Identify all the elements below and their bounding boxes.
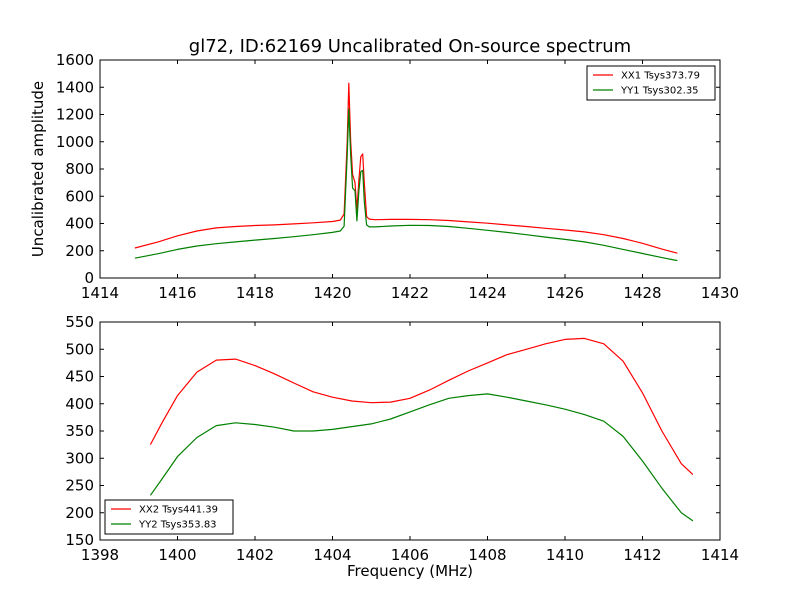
y-tick-label: 400 xyxy=(65,215,94,233)
x-tick-label: 1398 xyxy=(81,546,119,564)
legend-entry-label: YY2 Tsys353.83 xyxy=(138,520,217,531)
top-spectrum-panel: 1414 1416 1418 1420 1422 1424 1426 1428 1430 0 200… xyxy=(29,36,739,302)
y-tick-label: 1400 xyxy=(56,78,94,96)
y-tick-label: 450 xyxy=(65,368,94,386)
legend-entry-label: XX1 Tsys373.79 xyxy=(621,71,700,82)
x-tick-label: 1430 xyxy=(701,284,739,302)
x-tick-label: 1424 xyxy=(468,284,506,302)
x-tick-label: 1402 xyxy=(236,546,274,564)
series-line-yy1-tsys302-35 xyxy=(134,108,678,262)
y-tick-label: 1200 xyxy=(56,106,94,124)
bottom-spectrum-panel: 1398 1400 1402 1404 1406 1408 1410 1412 1414 150 2… xyxy=(65,313,739,580)
y-tick-label: 200 xyxy=(65,242,94,260)
x-tick-label: 1426 xyxy=(546,284,584,302)
x-tick-label: 1422 xyxy=(391,284,429,302)
legend: XX1 Tsys373.79 YY1 Tsys302.35 xyxy=(586,65,716,101)
x-tick-label: 1418 xyxy=(236,284,274,302)
y-tick-label: 1000 xyxy=(56,133,94,151)
y-tick-label: 800 xyxy=(65,160,94,178)
x-tick-label: 1414 xyxy=(81,284,119,302)
x-axis-label: Frequency (MHz) xyxy=(347,562,473,580)
y-tick-label: 600 xyxy=(65,187,94,205)
x-tick-label: 1412 xyxy=(623,546,661,564)
x-tick-label: 1404 xyxy=(313,546,351,564)
y-tick-label: 550 xyxy=(65,313,94,331)
series-line-xx1-tsys373-79 xyxy=(134,82,678,254)
x-tick-label: 1410 xyxy=(546,546,584,564)
series-group xyxy=(149,337,694,522)
x-tick-label: 1416 xyxy=(158,284,196,302)
x-tick-label: 1406 xyxy=(391,546,429,564)
chart-title: gl72, ID:62169 Uncalibrated On-source sp… xyxy=(189,36,631,57)
y-tick-label: 400 xyxy=(65,395,94,413)
legend-entry-label: XX2 Tsys441.39 xyxy=(139,505,218,516)
y-tick-label: 200 xyxy=(65,504,94,522)
legend-box xyxy=(586,65,716,101)
legend-box xyxy=(104,499,234,535)
y-axis-label: Uncalibrated amplitude xyxy=(29,81,47,257)
legend: XX2 Tsys441.39 YY2 Tsys353.83 xyxy=(104,499,234,535)
y-tick-label: 500 xyxy=(65,340,94,358)
series-line-yy2-tsys353-83 xyxy=(149,393,694,522)
x-tick-label: 1408 xyxy=(468,546,506,564)
y-tick-label: 300 xyxy=(65,449,94,467)
y-tick-label: 1600 xyxy=(56,51,94,69)
x-tick-label: 1400 xyxy=(158,546,196,564)
x-tick-label: 1414 xyxy=(701,546,739,564)
y-tick-label: 0 xyxy=(84,269,94,287)
x-tick-label: 1428 xyxy=(623,284,661,302)
y-tick-label: 150 xyxy=(65,531,94,549)
legend-entry-label: YY1 Tsys302.35 xyxy=(620,86,699,97)
series-line-xx2-tsys441-39 xyxy=(149,337,694,476)
x-tick-label: 1420 xyxy=(313,284,351,302)
series-group xyxy=(134,82,678,262)
y-tick-label: 250 xyxy=(65,477,94,495)
y-tick-label: 350 xyxy=(65,422,94,440)
